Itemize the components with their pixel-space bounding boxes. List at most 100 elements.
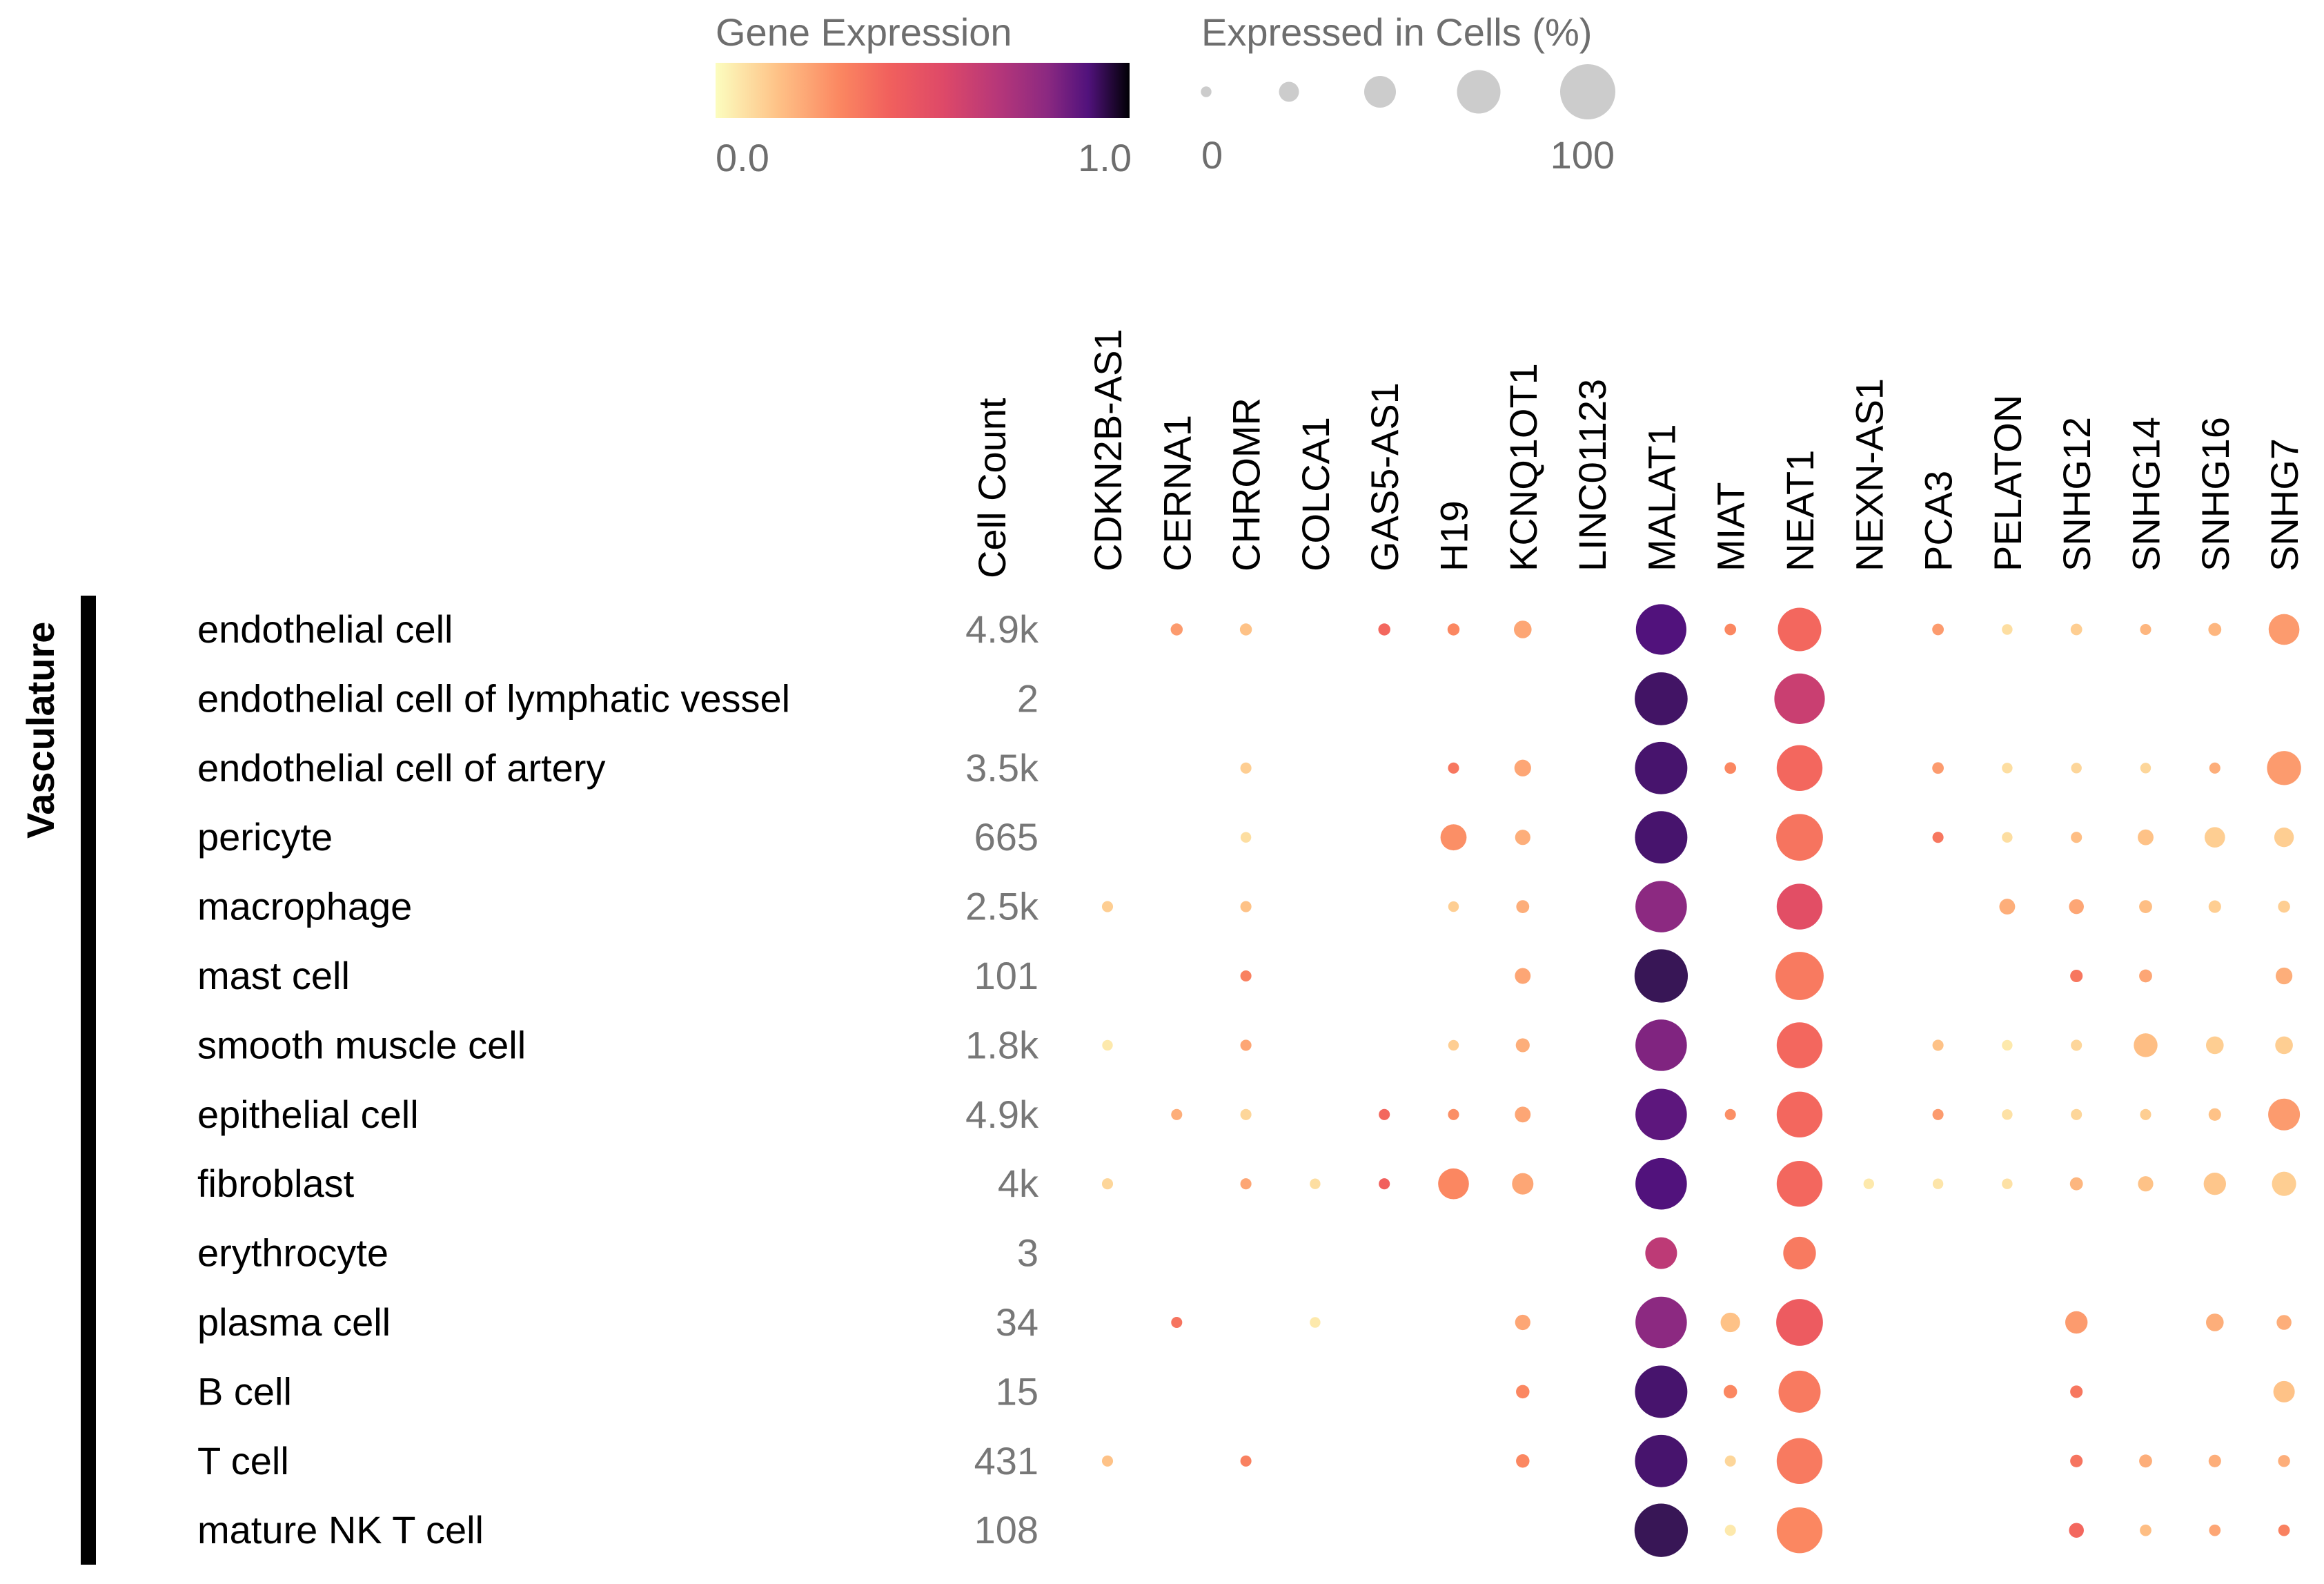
gene-header-snhg7: SNHG7 <box>2263 438 2306 571</box>
dot-pericyte-snhg16 <box>2204 827 2225 848</box>
cell-count-value: 4.9k <box>965 1093 1039 1136</box>
dot-endothelial-cell-of-lymphatic-vessel-neat1 <box>1774 673 1825 724</box>
dot-pericyte-neat1 <box>1776 814 1823 861</box>
dot-epithelial-cell-snhg12 <box>2071 1108 2082 1120</box>
dot-smooth-muscle-cell-malat1 <box>1635 1019 1687 1071</box>
gene-header-linc01123: LINC01123 <box>1570 379 1614 571</box>
dot-endothelial-cell-of-artery-snhg14 <box>2140 763 2151 774</box>
row-mast-cell: mast cell 101 <box>197 949 2293 1003</box>
dot-t-cell-miat <box>1724 1455 1736 1467</box>
dot-endothelial-cell-snhg14 <box>2140 623 2151 636</box>
cell-count-value: 2 <box>1017 676 1038 720</box>
dot-erythrocyte-neat1 <box>1783 1236 1816 1270</box>
color-legend-bar <box>716 63 1130 118</box>
dot-mature-nk-t-cell-snhg14 <box>2140 1524 2151 1536</box>
cell-type-label: B cell <box>197 1369 292 1413</box>
gene-header-h19: H19 <box>1432 500 1476 571</box>
dot-smooth-muscle-cell-h19 <box>1448 1039 1459 1051</box>
dot-mast-cell-neat1 <box>1775 952 1824 1000</box>
cell-count-value: 3 <box>1017 1231 1038 1275</box>
cell-type-label: pericyte <box>197 815 333 859</box>
dot-t-cell-snhg12 <box>2070 1454 2083 1467</box>
row-mature-nk-t-cell: mature NK T cell 108 <box>197 1503 2290 1557</box>
cell-count-value: 15 <box>996 1369 1038 1413</box>
cell-count-header: Cell Count <box>970 398 1014 578</box>
dot-t-cell-malat1 <box>1635 1434 1688 1487</box>
dot-macrophage-pelaton <box>1999 899 2016 915</box>
cell-type-label: plasma cell <box>197 1300 391 1344</box>
row-endothelial-cell-of-artery: endothelial cell of artery 3.5k <box>197 741 2301 794</box>
gene-header-cerna1: CERNA1 <box>1155 415 1199 571</box>
dot-plasma-cell-malat1 <box>1635 1296 1687 1349</box>
color-legend: Gene Expression 0.0 1.0 <box>716 10 1132 179</box>
dot-pericyte-snhg12 <box>2071 832 2082 843</box>
cell-type-label: endothelial cell <box>197 607 453 651</box>
dot-fibroblast-gas5-as1 <box>1379 1178 1390 1190</box>
dot-fibroblast-cdkn2b-as1 <box>1101 1178 1114 1190</box>
dot-fibroblast-snhg7 <box>2272 1171 2296 1196</box>
dot-fibroblast-snhg12 <box>2069 1177 2083 1191</box>
dot-fibroblast-nexn-as1 <box>1863 1178 1874 1189</box>
group-label: Vasculature <box>19 622 62 839</box>
dot-mature-nk-t-cell-snhg12 <box>2069 1523 2084 1538</box>
dot-t-cell-cdkn2b-as1 <box>1101 1455 1114 1467</box>
dot-b-cell-neat1 <box>1778 1370 1821 1413</box>
dot-macrophage-snhg7 <box>2278 900 2290 913</box>
gene-header-chromr: CHROMR <box>1225 398 1268 571</box>
dot-pericyte-h19 <box>1440 824 1467 851</box>
dot-smooth-muscle-cell-pelaton <box>2002 1039 2013 1051</box>
dot-endothelial-cell-of-lymphatic-vessel-malat1 <box>1635 672 1688 725</box>
dot-pericyte-malat1 <box>1635 811 1688 864</box>
dot-plasma-cell-neat1 <box>1776 1299 1823 1346</box>
size-legend-dot-5 <box>1201 86 1212 97</box>
row-fibroblast: fibroblast 4k <box>197 1157 2296 1210</box>
dot-endothelial-cell-snhg7 <box>2268 614 2300 645</box>
dot-mast-cell-kcnq1ot1 <box>1515 968 1531 984</box>
row-b-cell: B cell 15 <box>197 1365 2295 1418</box>
gene-header-malat1: MALAT1 <box>1639 424 1683 571</box>
size-legend-dot-75 <box>1457 70 1501 114</box>
dot-fibroblast-neat1 <box>1776 1161 1823 1207</box>
dot-endothelial-cell-kcnq1ot1 <box>1514 620 1532 638</box>
color-legend-min-label: 0.0 <box>716 136 769 179</box>
dot-smooth-muscle-cell-pca3 <box>1932 1039 1944 1051</box>
dot-pericyte-snhg7 <box>2274 828 2294 848</box>
dot-endothelial-cell-of-artery-snhg7 <box>2267 751 2301 785</box>
dot-t-cell-chromr <box>1240 1455 1252 1467</box>
dot-macrophage-cdkn2b-as1 <box>1101 901 1114 912</box>
dot-endothelial-cell-pelaton <box>2002 624 2013 635</box>
cell-type-label: mast cell <box>197 954 350 997</box>
dot-epithelial-cell-pca3 <box>1932 1108 1944 1120</box>
dot-macrophage-snhg12 <box>2069 899 2084 915</box>
row-plasma-cell: plasma cell 34 <box>197 1296 2292 1349</box>
dot-pericyte-pca3 <box>1932 832 1944 843</box>
dot-endothelial-cell-miat <box>1724 623 1737 636</box>
dot-fibroblast-kcnq1ot1 <box>1512 1173 1534 1195</box>
dot-macrophage-snhg16 <box>2208 900 2221 913</box>
gene-header-neat1: NEAT1 <box>1778 450 1822 571</box>
gene-header-nexn-as1: NEXN-AS1 <box>1847 378 1891 571</box>
dot-endothelial-cell-snhg12 <box>2070 623 2082 636</box>
dot-t-cell-snhg16 <box>2208 1454 2221 1467</box>
dot-mature-nk-t-cell-miat <box>1724 1525 1736 1536</box>
dot-macrophage-malat1 <box>1635 881 1687 932</box>
dot-endothelial-cell-of-artery-kcnq1ot1 <box>1514 759 1531 776</box>
dot-mature-nk-t-cell-snhg7 <box>2278 1524 2290 1536</box>
dot-epithelial-cell-h19 <box>1448 1108 1459 1120</box>
dot-fibroblast-malat1 <box>1635 1157 1687 1210</box>
size-legend-dot-25 <box>1279 81 1299 102</box>
dot-plasma-cell-snhg12 <box>2065 1311 2088 1334</box>
cell-count-value: 665 <box>974 815 1038 859</box>
gene-header-snhg16: SNHG16 <box>2194 417 2237 571</box>
dot-fibroblast-chromr <box>1240 1178 1252 1190</box>
cell-type-label: endothelial cell of lymphatic vessel <box>197 676 790 720</box>
cell-type-label: erythrocyte <box>197 1231 388 1275</box>
dot-plasma-cell-snhg7 <box>2276 1315 2292 1330</box>
dot-mast-cell-snhg7 <box>2275 967 2293 985</box>
dot-epithelial-cell-snhg7 <box>2268 1098 2301 1131</box>
row-epithelial-cell: epithelial cell 4.9k <box>197 1088 2301 1141</box>
gene-header-snhg14: SNHG14 <box>2125 417 2168 571</box>
dot-fibroblast-pca3 <box>1932 1178 1944 1189</box>
dot-mature-nk-t-cell-snhg16 <box>2209 1524 2221 1536</box>
